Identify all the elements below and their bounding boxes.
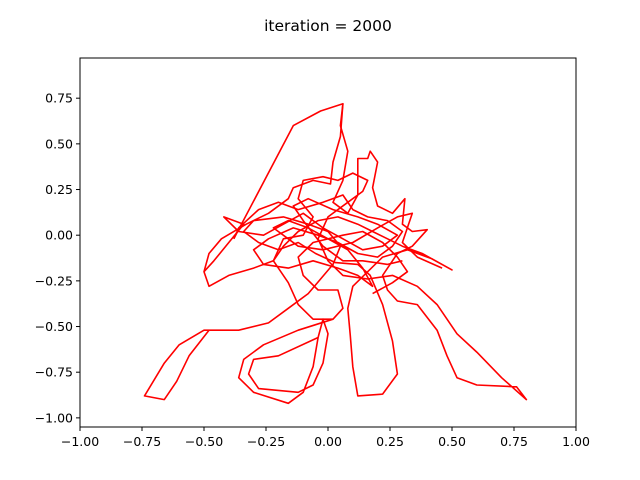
x-tick-label: 0.00 [314, 434, 342, 449]
x-tick-label: −0.25 [247, 434, 285, 449]
y-tick-label: −0.75 [35, 365, 73, 380]
series-line-5 [203, 197, 403, 273]
x-tick-label: −1.00 [61, 434, 99, 449]
x-tick-label: −0.75 [123, 434, 161, 449]
series-layer [143, 102, 528, 405]
y-tick-label: −0.50 [35, 319, 73, 334]
x-axis: −1.00 −0.75 −0.50 −0.25 0.00 0.25 0.50 0.75 1.00 [61, 427, 590, 449]
y-tick-label: 0.00 [45, 228, 73, 243]
y-tick-label: −0.25 [35, 273, 73, 288]
y-tick-label: 0.25 [45, 182, 73, 197]
plot-area [79, 57, 577, 428]
y-tick-label: 0.50 [45, 136, 73, 151]
series-line-2 [272, 103, 528, 401]
series-line-3 [237, 318, 334, 405]
x-tick-label: 1.00 [562, 434, 590, 449]
chart-title: iteration = 2000 [264, 17, 392, 35]
y-tick-label: −1.00 [35, 410, 73, 425]
y-tick-label: 0.75 [45, 91, 73, 106]
x-tick-label: 0.75 [500, 434, 528, 449]
y-axis: −1.00 −0.75 −0.50 −0.25 0.00 0.25 0.50 0.75 [35, 91, 80, 425]
x-tick-label: 0.50 [438, 434, 466, 449]
x-tick-label: 0.25 [376, 434, 404, 449]
series-line-4 [233, 194, 443, 288]
x-tick-label: −0.50 [185, 434, 223, 449]
